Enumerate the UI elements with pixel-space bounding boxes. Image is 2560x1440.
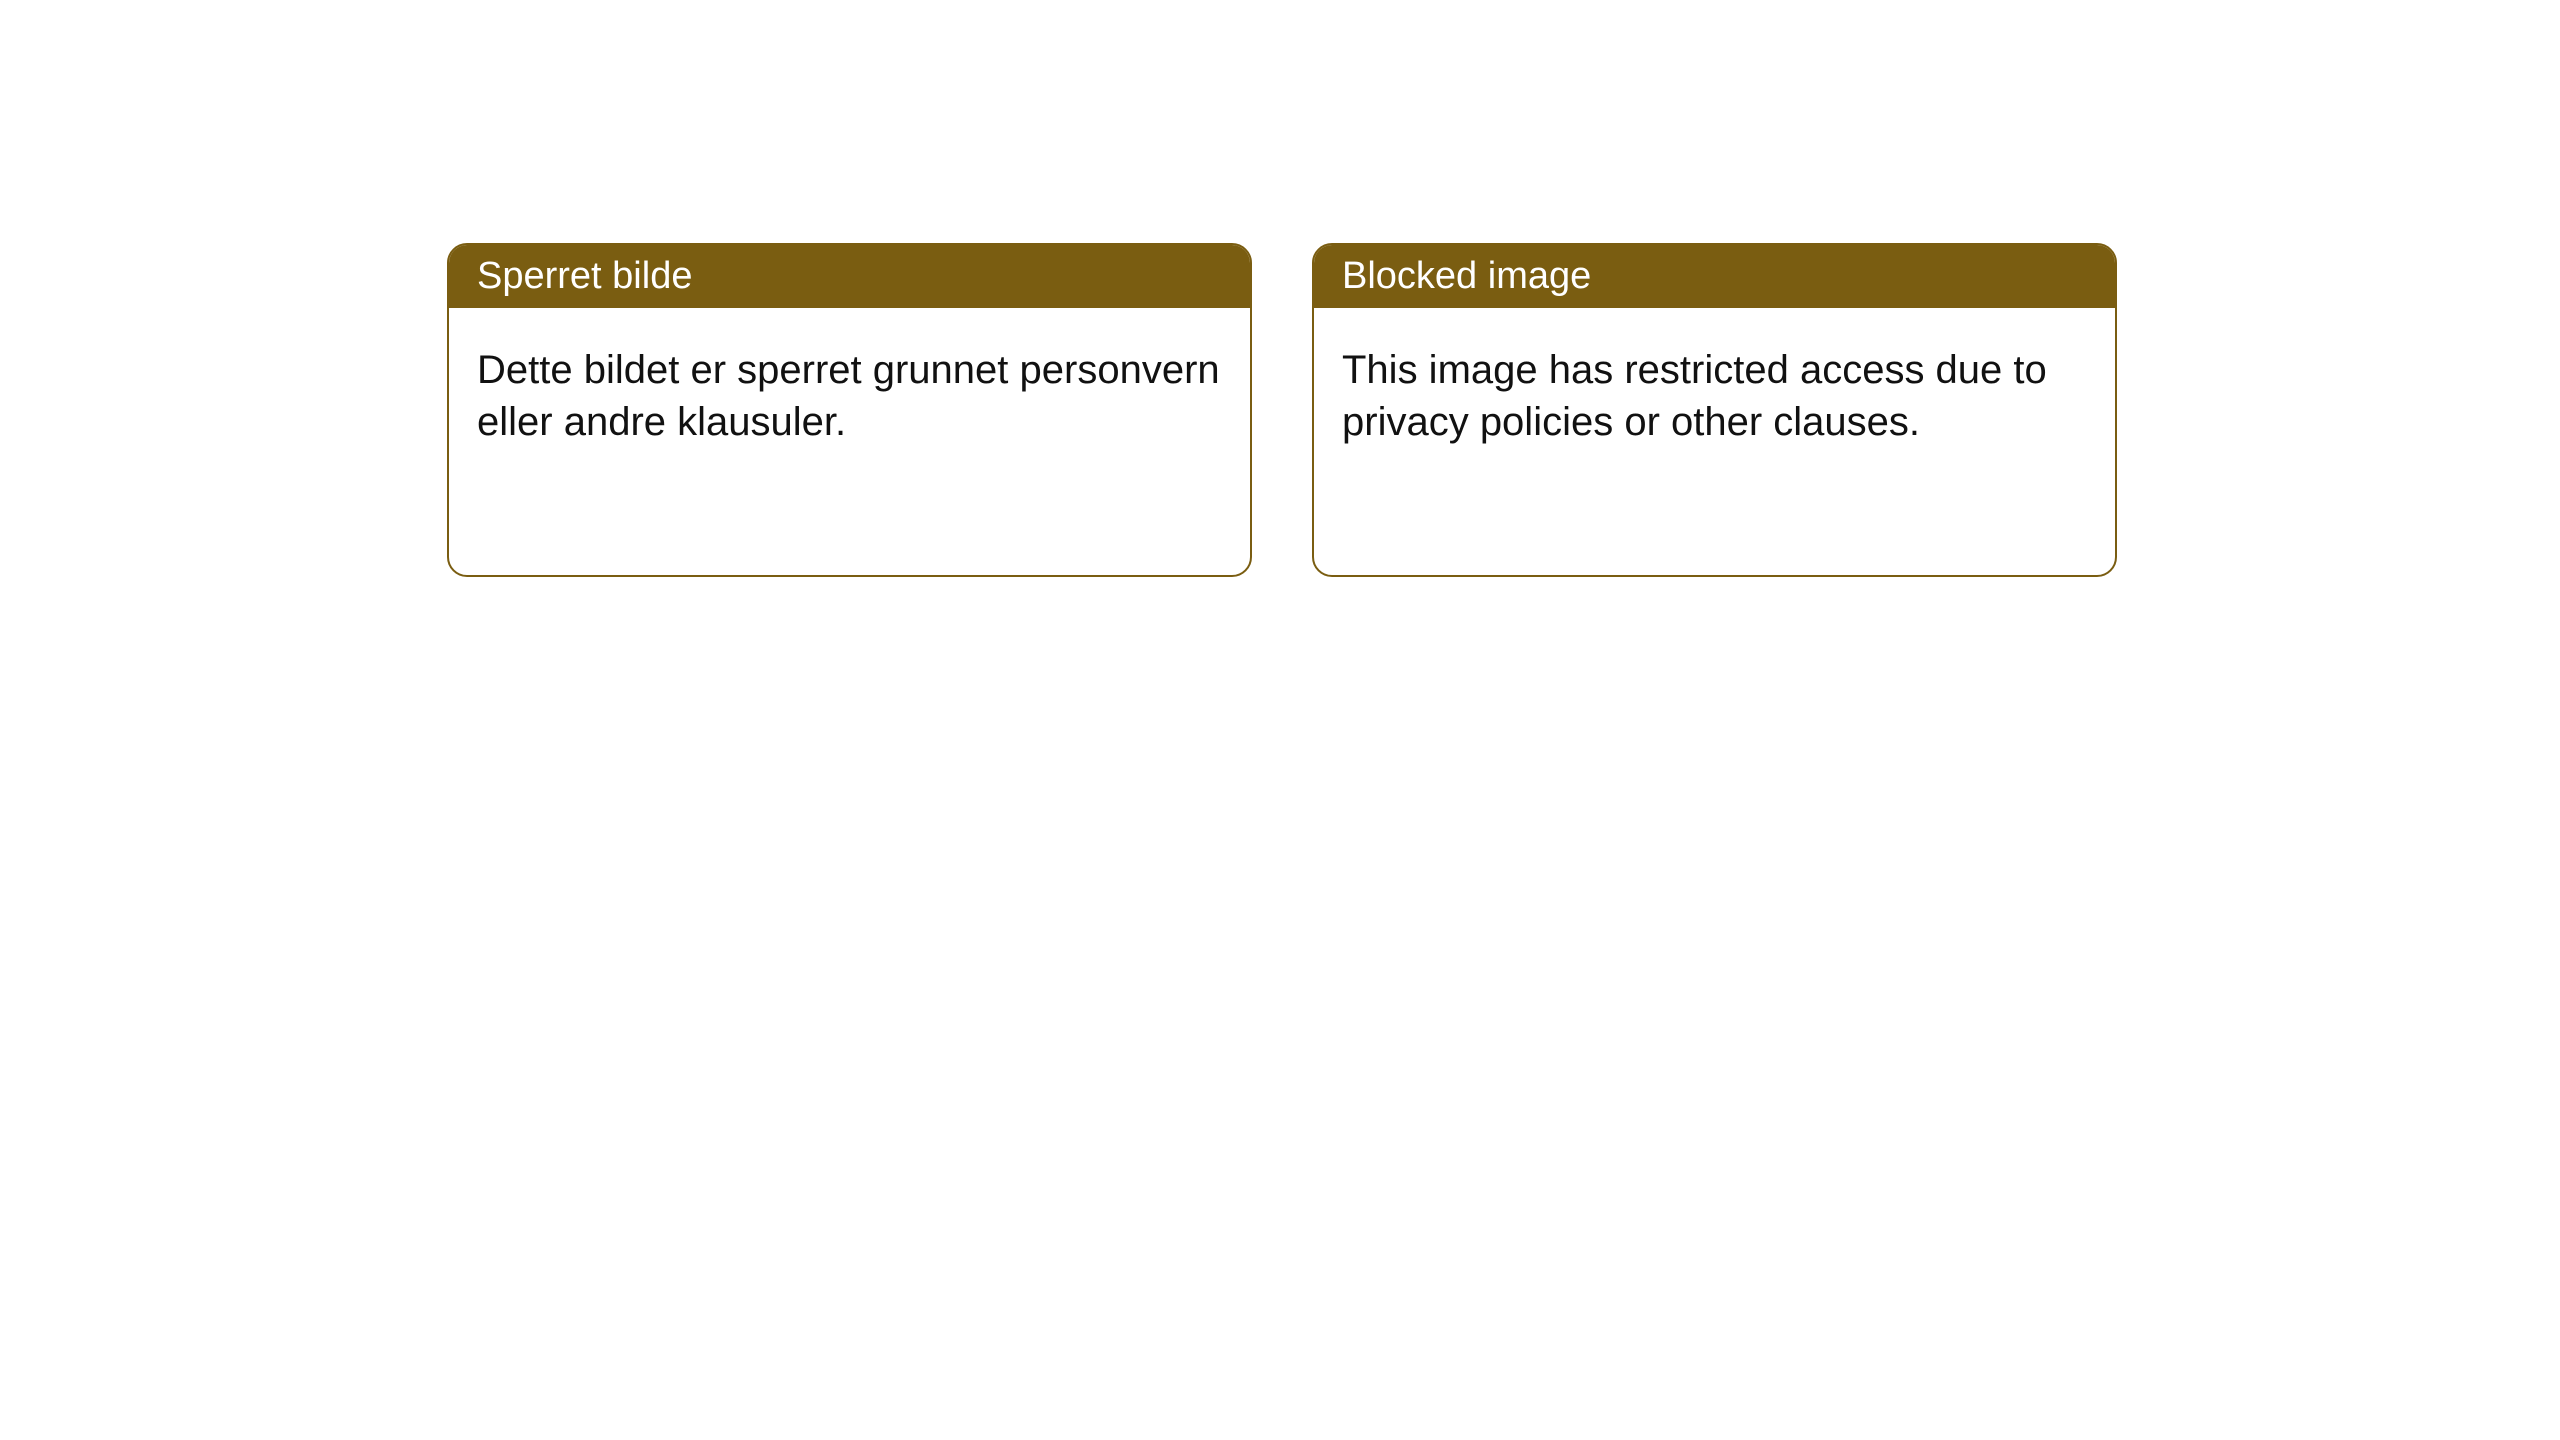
notice-card-en: Blocked image This image has restricted … [1312,243,2117,577]
notice-body-no: Dette bildet er sperret grunnet personve… [449,308,1250,484]
notice-header-en: Blocked image [1314,245,2115,308]
notice-card-no: Sperret bilde Dette bildet er sperret gr… [447,243,1252,577]
notice-header-no: Sperret bilde [449,245,1250,308]
notice-container: Sperret bilde Dette bildet er sperret gr… [0,0,2560,577]
notice-body-en: This image has restricted access due to … [1314,308,2115,484]
